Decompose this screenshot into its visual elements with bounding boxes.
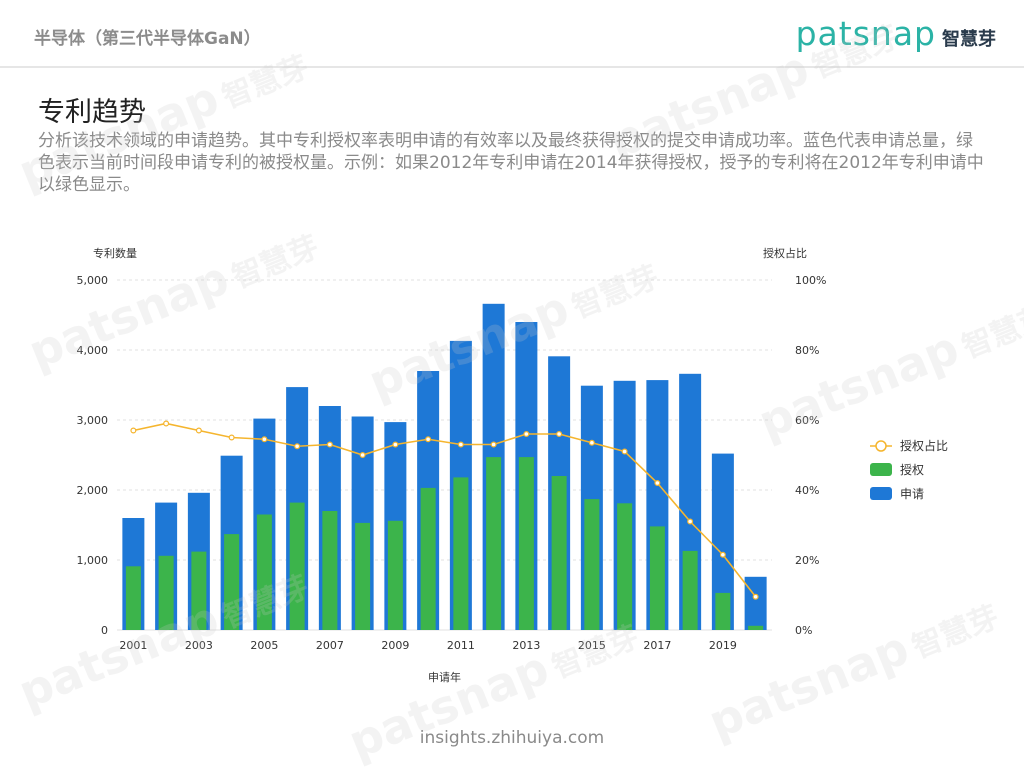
ratio-point: [228, 434, 235, 441]
legend-grant-swatch: [870, 463, 892, 476]
ratio-point: [326, 441, 333, 448]
ratio-point: [752, 593, 759, 600]
y2-tick-label: 0%: [795, 624, 812, 637]
bar-grant: [355, 522, 371, 630]
bar-grant: [584, 499, 600, 630]
ratio-point: [719, 551, 726, 558]
ratio-point: [163, 420, 170, 427]
ratio-point: [490, 441, 497, 448]
bar-grant: [748, 625, 764, 630]
header-bar: 半导体（第三代半导体GaN） patsnap 智慧芽: [0, 0, 1024, 68]
ratio-point: [392, 441, 399, 448]
ratio-point: [654, 480, 661, 487]
bar-grant: [453, 477, 469, 630]
bar-grant: [682, 550, 698, 630]
y-tick-label: 1,000: [77, 554, 109, 567]
ratio-point: [523, 431, 530, 438]
y-tick-label: 5,000: [77, 274, 109, 287]
x-tick-label: 2013: [512, 639, 540, 652]
section-title: 半导体（第三代半导体GaN）: [34, 29, 261, 49]
ratio-line: [133, 422, 757, 598]
bar-application: [744, 576, 767, 630]
ratio-point: [556, 431, 563, 438]
y-tick-label: 4,000: [77, 344, 109, 357]
ratio-point: [425, 436, 432, 443]
ratio-point: [195, 427, 202, 434]
bar-grant: [256, 514, 272, 630]
y2-axis-title: 授权占比: [763, 246, 807, 260]
x-axis-title: 申请年: [428, 670, 461, 684]
ratio-point: [457, 441, 464, 448]
ratio-point: [621, 448, 628, 455]
bar-grant: [617, 503, 633, 630]
page-title: 专利趋势: [38, 97, 146, 128]
logo-text-en: patsnap: [795, 14, 936, 53]
y-tick-label: 0: [101, 624, 108, 637]
bar-grant: [551, 476, 567, 630]
y2-tick-label: 40%: [795, 484, 819, 497]
ratio-point: [588, 439, 595, 446]
ratio-point: [687, 518, 694, 525]
bar-grant: [191, 551, 207, 630]
ratio-point: [294, 443, 301, 450]
legend-ratio-marker: [875, 440, 887, 452]
y2-tick-label: 80%: [795, 344, 819, 357]
y2-tick-label: 20%: [795, 554, 819, 567]
x-tick-label: 2009: [381, 639, 409, 652]
y-tick-label: 3,000: [77, 414, 109, 427]
bar-grant: [387, 520, 403, 630]
legend-application-swatch: [870, 487, 892, 500]
x-tick-label: 2001: [119, 639, 147, 652]
bar-grant: [518, 457, 534, 630]
x-tick-label: 2007: [316, 639, 344, 652]
legend-ratio-label: 授权占比: [900, 438, 948, 453]
ratio-point: [359, 452, 366, 459]
ratio-point: [130, 427, 137, 434]
page-description: 分析该技术领域的申请趋势。其中专利授权率表明申请的有效率以及最终获得授权的提交申…: [38, 131, 984, 195]
bar-grant: [322, 511, 338, 630]
x-tick-label: 2011: [447, 639, 475, 652]
bar-grant: [420, 487, 436, 630]
bar-grant: [224, 534, 240, 630]
bar-grant: [486, 457, 502, 630]
bar-grant: [125, 566, 141, 630]
patsnap-logo: patsnap 智慧芽: [796, 14, 996, 54]
y-axis-title: 专利数量: [93, 246, 137, 260]
logo-text-cn: 智慧芽: [942, 29, 996, 50]
x-tick-label: 2017: [643, 639, 671, 652]
x-tick-label: 2003: [185, 639, 213, 652]
ratio-point: [261, 436, 268, 443]
x-tick-label: 2019: [709, 639, 737, 652]
y2-tick-label: 100%: [795, 274, 826, 287]
y-tick-label: 2,000: [77, 484, 109, 497]
footer-url: insights.zhihuiya.com: [419, 728, 605, 748]
bar-application: [711, 453, 734, 630]
x-tick-label: 2005: [250, 639, 278, 652]
legend-application-label: 申请: [900, 487, 924, 501]
legend-grant-label: 授权: [900, 462, 924, 477]
bar-grant: [289, 502, 305, 630]
bar-grant: [715, 592, 731, 630]
x-tick-label: 2015: [578, 639, 606, 652]
bar-grant: [649, 526, 665, 630]
y2-tick-label: 60%: [795, 414, 819, 427]
bar-grant: [158, 555, 174, 630]
